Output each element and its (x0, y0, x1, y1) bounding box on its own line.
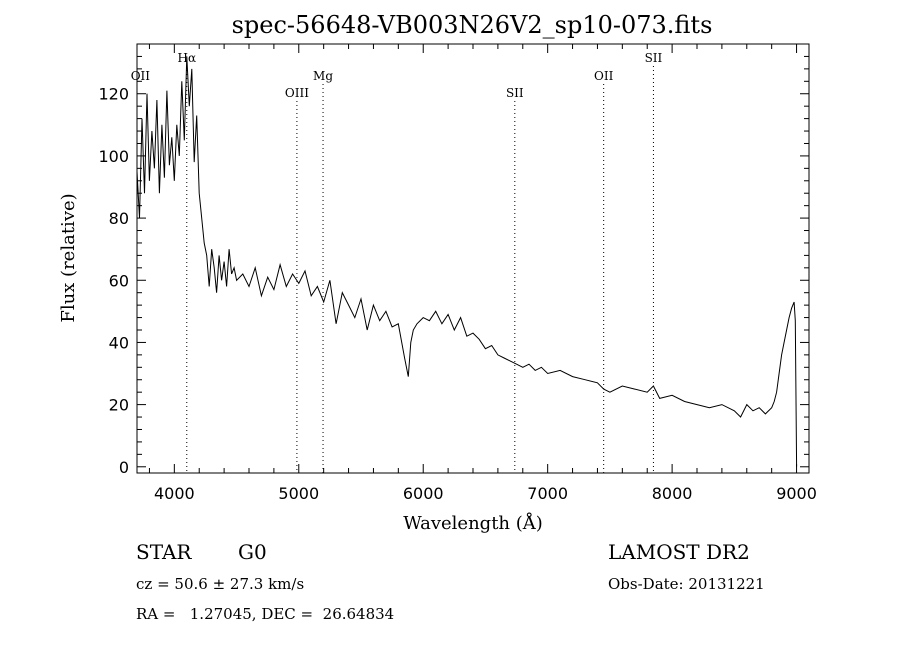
y-axis-label: Flux (relative) (58, 193, 79, 322)
x-axis: 4000 5000 6000 7000 8000 9000 (148, 44, 817, 503)
object-class: STAR (136, 540, 192, 564)
line-marker-label: OIII (285, 86, 309, 100)
redshift-text: cz = 50.6 ± 27.3 km/s (136, 575, 304, 593)
y-tick-label: 0 (119, 458, 129, 477)
annotation-labels: OII Hα OIII Mg SII OII SII (131, 51, 663, 100)
line-marker-label: OII (594, 69, 614, 83)
y-tick-label: 60 (109, 271, 129, 290)
x-tick-label: 6000 (403, 484, 444, 503)
object-subclass: G0 (238, 540, 267, 564)
line-marker-label: OII (131, 69, 151, 83)
y-tick-label: 80 (109, 209, 129, 228)
plot-frame (136, 43, 810, 474)
x-tick-label: 8000 (652, 484, 693, 503)
y-tick-label: 120 (98, 85, 129, 104)
y-axis: 0 20 40 60 80 100 120 (98, 55, 809, 477)
flux-series-line (136, 56, 798, 467)
y-tick-label: 100 (98, 147, 129, 166)
x-axis-label: Wavelength (Å) (403, 512, 543, 534)
y-tick-label: 20 (109, 396, 129, 415)
survey-name: LAMOST DR2 (608, 540, 750, 564)
chart-title: spec-56648-VB003N26V2_sp10-073.fits (232, 11, 713, 39)
y-tick-label: 40 (109, 333, 129, 352)
line-marker-label: SII (506, 86, 524, 100)
x-tick-label: 9000 (776, 484, 817, 503)
obs-date-text: Obs-Date: 20131221 (608, 575, 765, 593)
x-tick-label: 5000 (278, 484, 319, 503)
x-tick-label: 7000 (527, 484, 568, 503)
coordinates-text: RA = 1.27045, DEC = 26.64834 (136, 605, 394, 623)
line-marker-label: Hα (177, 51, 196, 65)
annotation-lines (186, 66, 654, 473)
line-marker-label: Mg (313, 69, 333, 83)
line-marker-label: SII (645, 51, 663, 65)
x-tick-label: 4000 (154, 484, 195, 503)
series-group (136, 56, 798, 467)
